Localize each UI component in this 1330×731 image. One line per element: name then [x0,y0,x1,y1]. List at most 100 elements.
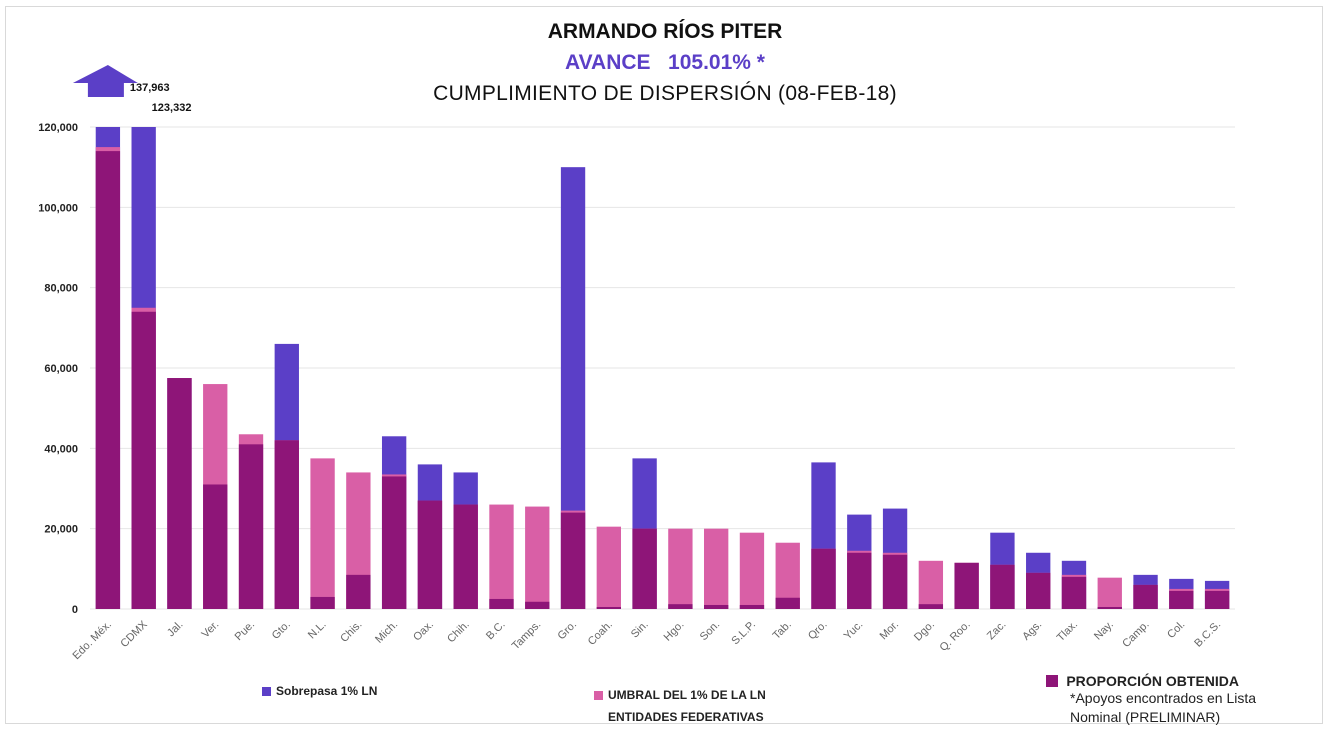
bar-threshold [596,526,621,609]
progress-label: AVANCE 105.01% * [565,51,765,74]
x-tick-label: Hgo. [662,619,687,644]
bar-obtained [560,512,586,609]
bar-obtained [1204,590,1230,609]
x-tick-label: Tab. [771,619,794,642]
bar-obtained [238,444,264,609]
bar-obtained [596,606,621,609]
bar-obtained [274,440,299,609]
x-tick-label: Qro. [806,619,830,643]
x-tick-label: Q. Roo. [937,619,972,654]
bar-obtained [918,604,944,609]
x-tick-label: Oax. [411,619,436,644]
bar-obtained [847,552,872,609]
bar-obtained [954,562,979,609]
x-tick-label: Edo. Méx. [71,619,115,663]
y-tick-label: 60,000 [44,363,78,375]
x-tick-label: Coah. [586,619,615,648]
x-tick-label: Yuc. [842,619,866,643]
bar-threshold [704,528,729,609]
bar-obtained [1169,590,1194,609]
x-tick-label: B.C.S. [1192,619,1223,650]
x-tick-label: Mor. [878,619,902,643]
bar-obtained [1097,606,1122,609]
bar-threshold [489,504,514,609]
x-tick-label: Son. [698,619,722,643]
chart-subtitle: CUMPLIMIENTO DE DISPERSIÓN (08-FEB-18) [433,82,897,105]
x-tick-label: Tlax. [1055,619,1080,644]
bar-obtained [489,598,514,609]
bar-threshold [668,528,693,609]
bar-obtained [811,548,836,609]
bar-obtained [525,601,550,609]
bar-obtained [632,528,657,609]
x-tick-label: Nay. [1092,619,1116,643]
legend-obtained-note-2: Nominal (PRELIMINAR) [1070,709,1221,725]
x-tick-label: Camp. [1120,619,1151,650]
bar-obtained [882,554,908,609]
y-tick-label: 40,000 [44,443,78,455]
bar-obtained [453,504,478,609]
legend-obtained-label: PROPORCIÓN OBTENIDA [1066,673,1240,689]
bar-obtained [95,151,121,609]
bar-obtained [775,597,800,609]
bar-obtained [131,311,156,609]
y-tick-label: 120,000 [38,122,78,134]
x-tick-label: Gro. [556,619,580,643]
overflow-arrow-icon [72,65,138,97]
bar-obtained [739,604,765,609]
chart-frame [5,6,1323,724]
bar-threshold [918,560,944,609]
bar-threshold [1097,577,1122,609]
x-tick-label: Tamps. [510,619,544,653]
legend-exceeds-label: Sobrepasa 1% LN [276,684,378,698]
y-tick-label: 80,000 [44,283,78,295]
y-tick-label: 100,000 [38,202,78,214]
bar-obtained [704,604,729,609]
legend-obtained-swatch [1046,675,1058,687]
bar-threshold [739,532,765,609]
x-tick-label: N.L. [306,619,329,642]
bar-threshold [525,506,550,609]
annotation-edomex: 137,963 [130,82,170,94]
bar-obtained [990,564,1015,609]
x-tick-label: Mich. [373,619,400,646]
bar-obtained [417,500,443,609]
bar-obtained [1026,572,1051,609]
bar-obtained [346,574,371,609]
legend-threshold-swatch [594,691,603,701]
x-tick-label: Col. [1165,619,1187,641]
bar-obtained [167,378,192,609]
bar-obtained [203,484,228,609]
bar-threshold [310,458,335,609]
x-tick-label: Jal. [165,619,186,640]
x-tick-label: Zac. [985,619,1009,643]
annotation-cdmx: 123,332 [152,102,192,114]
x-tick-label: Ags. [1020,619,1044,643]
y-tick-label: 20,000 [44,524,78,536]
legend-obtained-note-1: *Apoyos encontrados en Lista [1070,690,1257,706]
x-tick-label: Dgo. [912,619,937,644]
x-tick-label: Pue. [233,619,257,643]
bar-obtained [1133,584,1158,609]
x-tick-label: Sin. [629,619,651,641]
x-tick-label: CDMX [118,618,150,650]
x-tick-label: S.L.P. [729,619,758,648]
y-tick-label: 0 [72,604,78,616]
bar-obtained [668,604,693,609]
bar-obtained [381,476,407,609]
legend-exceeds-swatch [262,687,271,697]
chart-title: ARMANDO RÍOS PITER [547,20,783,43]
x-tick-label: Ver. [199,619,221,641]
x-tick-label: Chih. [445,619,472,646]
x-tick-label: B.C. [484,619,508,643]
bar-obtained [1061,576,1087,609]
legend-exceeds: Sobrepasa 1% LN [262,684,377,698]
x-tick-label: Chis. [338,619,364,645]
bar-obtained [310,596,335,609]
x-tick-label: Gto. [270,619,293,642]
legend-threshold: UMBRAL DEL 1% DE LA LN ENTIDADES FEDERAT… [594,684,766,728]
legend-obtained: PROPORCIÓN OBTENIDA *Apoyos encontrados … [1046,673,1256,727]
legend-threshold-label-1: UMBRAL DEL 1% DE LA LN [608,688,766,702]
legend-obtained-note: *Apoyos encontrados en Lista Nominal (PR… [1070,689,1256,727]
